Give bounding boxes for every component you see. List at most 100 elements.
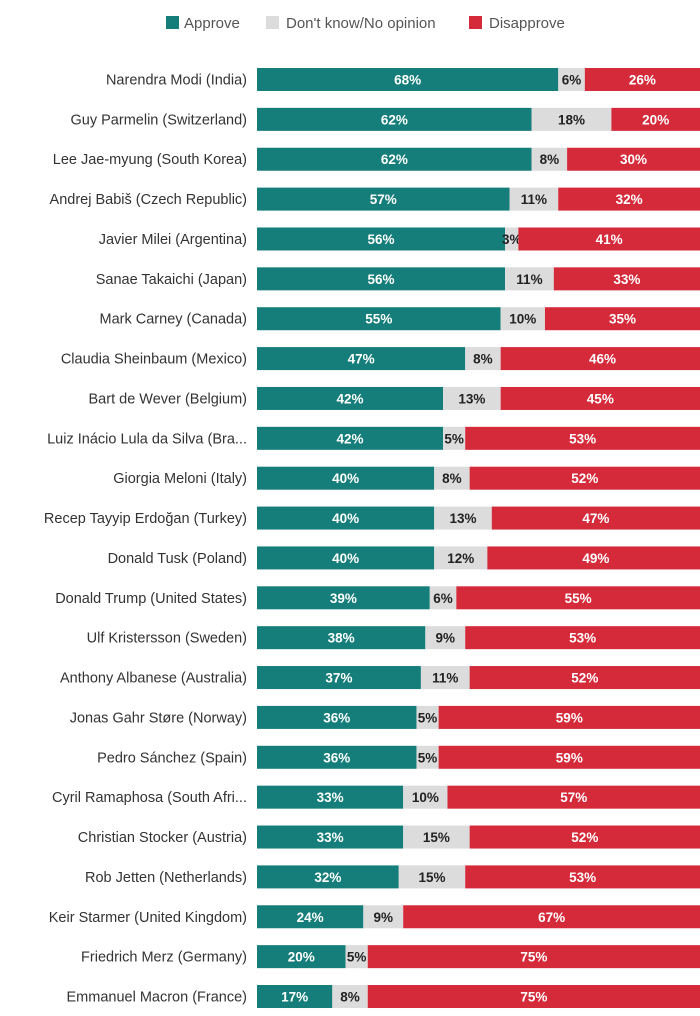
bar-don-t-know-no-opinion-lee-jae-myung-south-korea [531,147,568,171]
bar-don-t-know-no-opinion-cyril-ramaphosa-south-afri [403,785,448,809]
row-label-bart-de-wever-belgium: Bart de Wever (Belgium) [89,391,247,407]
row-label-recep-tayyip-erdogan-turkey: Recep Tayyip Erdoğan (Turkey) [44,511,247,527]
bar-approve-emmanuel-macron-france [257,985,333,1009]
bar-disapprove-ulf-kristersson-sweden [465,626,700,650]
bar-disapprove-donald-tusk-poland [487,546,700,570]
value-label-disapprove-friedrich-merz-germany: 75% [520,950,547,965]
value-label-don-t-know-no-opinion-ulf-kristersson-sweden: 9% [436,631,456,646]
row-label-jonas-gahr-st-re-norway: Jonas Gahr Støre (Norway) [70,710,247,726]
value-label-disapprove-lee-jae-myung-south-korea: 30% [620,152,647,167]
bar-disapprove-emmanuel-macron-france [367,985,700,1009]
value-label-disapprove-pedro-sanchez-spain: 59% [556,750,583,765]
value-label-disapprove-claudia-sheinbaum-mexico: 46% [589,352,616,367]
bar-approve-bart-de-wever-belgium [257,386,444,410]
bar-disapprove-guy-parmelin-switzerland [611,107,700,131]
bar-don-t-know-no-opinion-keir-starmer-united-kingdom [363,905,404,929]
value-label-don-t-know-no-opinion-javier-milei-argentina: 3% [502,232,522,247]
row-label-ulf-kristersson-sweden: Ulf Kristersson (Sweden) [87,631,247,647]
bar-approve-donald-tusk-poland [257,546,435,570]
value-label-don-t-know-no-opinion-anthony-albanese-australia: 11% [432,671,458,686]
value-label-approve-ulf-kristersson-sweden: 38% [328,631,355,646]
value-label-disapprove-rob-jetten-netherlands: 53% [569,870,596,885]
value-label-don-t-know-no-opinion-keir-starmer-united-kingdom: 9% [373,910,393,925]
value-label-approve-friedrich-merz-germany: 20% [288,950,315,965]
bar-disapprove-recep-tayyip-erdogan-turkey [491,506,700,530]
legend-label-approve: Approve [184,15,240,32]
legend-swatch-don-t-know-no-opinion [266,16,279,29]
value-label-disapprove-recep-tayyip-erdogan-turkey: 47% [582,511,609,526]
value-label-don-t-know-no-opinion-narendra-modi-india: 6% [562,73,582,88]
value-label-disapprove-andrej-babis-czech-republic: 32% [616,192,643,207]
value-label-disapprove-sanae-takaichi-japan: 33% [613,272,640,287]
bar-don-t-know-no-opinion-luiz-inacio-lula-da-silva-bra [443,426,466,450]
row-label-rob-jetten-netherlands: Rob Jetten (Netherlands) [85,870,247,886]
value-label-don-t-know-no-opinion-bart-de-wever-belgium: 13% [458,391,485,406]
value-label-approve-emmanuel-macron-france: 17% [281,990,308,1005]
value-label-disapprove-jonas-gahr-st-re-norway: 59% [556,710,583,725]
legend-label-don-t-know-no-opinion: Don't know/No opinion [286,15,436,32]
value-label-approve-cyril-ramaphosa-south-afri: 33% [317,790,344,805]
bar-disapprove-christian-stocker-austria [469,825,700,849]
row-label-claudia-sheinbaum-mexico: Claudia Sheinbaum (Mexico) [61,352,247,368]
value-label-disapprove-keir-starmer-united-kingdom: 67% [538,910,565,925]
row-label-friedrich-merz-germany: Friedrich Merz (Germany) [81,950,247,966]
value-label-don-t-know-no-opinion-recep-tayyip-erdogan-turkey: 13% [449,511,476,526]
bar-approve-rob-jetten-netherlands [257,865,399,889]
value-label-approve-guy-parmelin-switzerland: 62% [381,112,408,127]
bar-disapprove-javier-milei-argentina [518,227,700,251]
legend-swatch-approve [166,16,179,29]
value-label-don-t-know-no-opinion-jonas-gahr-st-re-norway: 5% [418,710,438,725]
bar-approve-mark-carney-canada [257,307,501,331]
row-label-christian-stocker-austria: Christian Stocker (Austria) [78,830,247,846]
bar-approve-keir-starmer-united-kingdom [257,905,364,929]
value-label-approve-anthony-albanese-australia: 37% [325,671,352,686]
value-label-don-t-know-no-opinion-rob-jetten-netherlands: 15% [418,870,445,885]
value-label-disapprove-donald-trump-united-states: 55% [565,591,592,606]
bar-disapprove-rob-jetten-netherlands [465,865,700,889]
value-label-approve-mark-carney-canada: 55% [365,312,392,327]
value-label-disapprove-emmanuel-macron-france: 75% [520,990,547,1005]
value-label-approve-donald-trump-united-states: 39% [330,591,357,606]
value-label-disapprove-giorgia-meloni-italy: 52% [571,471,598,486]
row-label-pedro-sanchez-spain: Pedro Sánchez (Spain) [97,750,247,766]
value-label-disapprove-mark-carney-canada: 35% [609,312,636,327]
bar-approve-javier-milei-argentina [257,227,506,251]
bar-don-t-know-no-opinion-giorgia-meloni-italy [434,466,470,490]
bar-approve-andrej-babis-czech-republic [257,187,510,211]
row-label-guy-parmelin-switzerland: Guy Parmelin (Switzerland) [71,112,247,128]
bar-don-t-know-no-opinion-bart-de-wever-belgium [443,386,501,410]
bar-disapprove-sanae-takaichi-japan [553,267,700,291]
bar-disapprove-andrej-babis-czech-republic [558,187,700,211]
bar-don-t-know-no-opinion-ulf-kristersson-sweden [425,626,466,650]
bar-don-t-know-no-opinion-anthony-albanese-australia [420,666,470,690]
bar-approve-lee-jae-myung-south-korea [257,147,532,171]
bar-approve-guy-parmelin-switzerland [257,107,532,131]
bar-approve-ulf-kristersson-sweden [257,626,426,650]
bar-disapprove-lee-jae-myung-south-korea [567,147,700,171]
row-label-giorgia-meloni-italy: Giorgia Meloni (Italy) [113,471,247,487]
value-label-approve-javier-milei-argentina: 56% [368,232,395,247]
bar-approve-anthony-albanese-australia [257,666,421,690]
bar-don-t-know-no-opinion-guy-parmelin-switzerland [531,107,612,131]
row-label-cyril-ramaphosa-south-afri: Cyril Ramaphosa (South Afri... [52,790,247,806]
bar-don-t-know-no-opinion-pedro-sanchez-spain [416,745,439,769]
value-label-approve-andrej-babis-czech-republic: 57% [370,192,397,207]
value-label-disapprove-ulf-kristersson-sweden: 53% [569,631,596,646]
value-label-don-t-know-no-opinion-donald-trump-united-states: 6% [433,591,453,606]
bar-don-t-know-no-opinion-javier-milei-argentina [505,227,519,251]
row-label-luiz-inacio-lula-da-silva-bra: Luiz Inácio Lula da Silva (Bra... [47,431,247,447]
bar-approve-giorgia-meloni-italy [257,466,435,490]
row-label-sanae-takaichi-japan: Sanae Takaichi (Japan) [96,272,247,288]
value-label-disapprove-christian-stocker-austria: 52% [571,830,598,845]
value-label-approve-luiz-inacio-lula-da-silva-bra: 42% [337,431,364,446]
bar-disapprove-narendra-modi-india [584,68,700,91]
bar-disapprove-mark-carney-canada [544,307,700,331]
bar-disapprove-claudia-sheinbaum-mexico [500,347,700,371]
value-label-approve-jonas-gahr-st-re-norway: 36% [323,710,350,725]
bar-disapprove-pedro-sanchez-spain [438,745,700,769]
bar-disapprove-luiz-inacio-lula-da-silva-bra [465,426,700,450]
row-label-donald-tusk-poland: Donald Tusk (Poland) [108,551,247,567]
bar-approve-friedrich-merz-germany [257,945,346,969]
value-label-don-t-know-no-opinion-emmanuel-macron-france: 8% [340,990,360,1005]
value-label-don-t-know-no-opinion-claudia-sheinbaum-mexico: 8% [473,352,493,367]
